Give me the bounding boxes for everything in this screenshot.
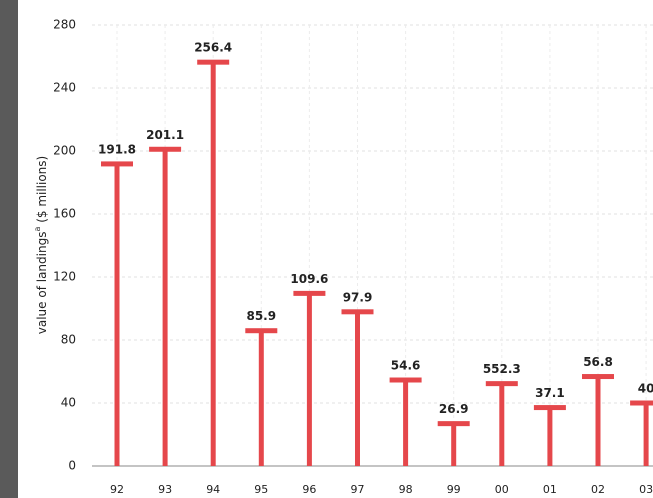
y-tick-label: 80: [61, 333, 76, 347]
stem: [547, 407, 553, 466]
stem: [355, 311, 360, 466]
x-tick-label: 99: [447, 483, 461, 496]
stem: [403, 380, 409, 466]
y-label-superscript: a: [33, 227, 42, 232]
x-tick-label: 94: [206, 483, 220, 496]
value-label: 37.1: [535, 386, 565, 400]
value-label: 552.3: [483, 362, 521, 376]
stem: [162, 149, 168, 466]
cap: [149, 146, 182, 152]
value-label: 109.6: [290, 272, 328, 286]
y-label-main: value of landings: [35, 232, 49, 335]
x-tick-label: 92: [110, 483, 124, 496]
value-label: 201.1: [146, 128, 184, 142]
y-tick-label: 240: [53, 81, 76, 95]
y-tick-label: 160: [53, 207, 76, 221]
cap: [630, 400, 653, 406]
cap: [293, 290, 326, 296]
y-tick-label: 200: [53, 144, 76, 158]
value-label: 26.9: [439, 402, 469, 416]
stem: [595, 376, 601, 466]
value-label: 56.8: [583, 355, 613, 369]
value-label: 85.9: [246, 309, 276, 323]
stem: [451, 423, 457, 466]
x-tick-label: 95: [254, 483, 268, 496]
x-tick-label: 02: [591, 483, 605, 496]
cap: [485, 381, 518, 387]
y-tick-label: 120: [53, 270, 76, 284]
cap: [437, 421, 470, 427]
cap: [245, 328, 278, 334]
value-label: 97.9: [343, 290, 373, 304]
y-tick-label: 280: [53, 18, 76, 32]
x-tick-label: 93: [158, 483, 172, 496]
x-tick-label: 03: [639, 483, 653, 496]
y-label-suffix: ($ millions): [35, 156, 49, 227]
stem: [306, 293, 312, 466]
cap: [101, 161, 133, 167]
value-label: 54.6: [391, 359, 421, 373]
cap: [341, 309, 374, 315]
cap: [197, 59, 230, 65]
cap: [533, 405, 566, 411]
x-tick-label: 97: [351, 483, 365, 496]
stem: [643, 403, 649, 466]
stem: [499, 383, 505, 466]
y-axis-label: value of landingsa ($ millions): [33, 156, 49, 334]
x-tick-label: 96: [302, 483, 316, 496]
x-tick-label: 98: [399, 483, 413, 496]
value-label: 256.4: [194, 41, 232, 55]
value-label: 191.8: [98, 142, 136, 156]
value-label: 40: [638, 382, 653, 396]
cap: [582, 374, 614, 380]
x-tick-label: 00: [495, 483, 509, 496]
stem: [210, 62, 216, 467]
y-tick-label: 40: [61, 396, 76, 410]
x-tick-label: 01: [543, 483, 557, 496]
cap: [389, 377, 422, 383]
y-tick-label: 0: [68, 459, 76, 473]
stem: [114, 163, 120, 467]
stem: [258, 330, 264, 466]
side-border: [0, 0, 18, 498]
